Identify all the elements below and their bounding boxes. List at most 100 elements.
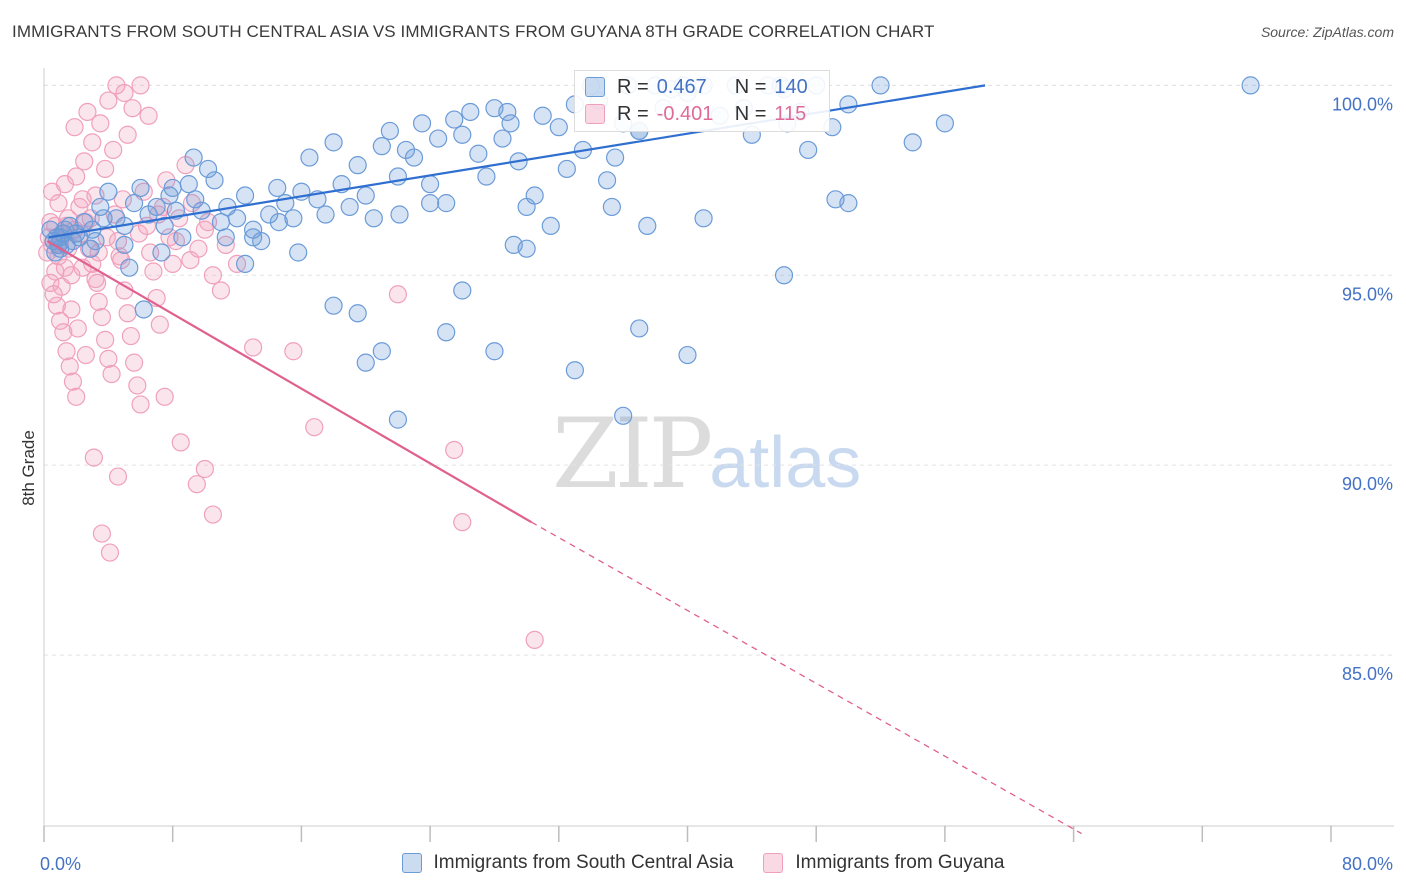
guyana-point <box>92 524 112 543</box>
tick-labels: 85.0% 90.0% 95.0% 100.0% 0.0% 80.0% <box>40 94 1393 874</box>
south-central-asia-point <box>340 197 359 217</box>
south-central-asia-point <box>485 342 504 361</box>
watermark: ZIPatlas <box>552 398 861 510</box>
guyana-point <box>67 387 86 406</box>
south-central-asia-point <box>284 209 303 228</box>
guyana-point <box>123 99 142 118</box>
south-central-asia-point <box>269 213 288 232</box>
series-guyana-points <box>38 76 544 649</box>
guyana-point <box>203 266 223 285</box>
watermark-zip: ZIP <box>552 398 713 510</box>
south-central-asia-point <box>541 216 560 236</box>
south-central-asia-point <box>461 102 480 122</box>
south-central-asia-point <box>260 205 279 224</box>
guyana-point <box>50 311 70 330</box>
guyana-point <box>100 543 120 562</box>
south-central-asia-point <box>147 197 166 217</box>
south-central-asia-point <box>99 182 118 201</box>
south-central-asia-point <box>372 137 391 156</box>
guyana-point <box>92 307 112 327</box>
guyana-point <box>128 376 147 395</box>
south-central-asia-point <box>614 406 633 425</box>
south-central-asia-point <box>839 95 858 114</box>
guyana-point <box>195 459 214 479</box>
guyana-point <box>244 338 263 357</box>
south-central-asia-point <box>124 194 144 213</box>
guyana-point <box>118 304 137 323</box>
guyana-point <box>121 326 140 346</box>
correlation-legend: R = 0.467 N = 140 R = -0.401 N = 115 <box>574 70 830 132</box>
south-central-asia-point <box>348 156 367 175</box>
trend-line-guyana-extension <box>531 521 1082 835</box>
south-central-asia-point <box>504 235 523 255</box>
guyana-point <box>187 475 206 494</box>
guyana-point <box>84 448 103 467</box>
guyana-point <box>87 273 107 292</box>
south-central-asia-point <box>235 186 255 205</box>
south-central-asia-point <box>91 197 110 217</box>
legend-row-blue: R = 0.467 N = 140 <box>585 74 808 100</box>
south-central-asia-point <box>131 178 150 198</box>
y-tick-label: 95.0% <box>1342 284 1393 304</box>
south-central-asia-point <box>364 209 383 228</box>
guyana-point <box>99 91 118 110</box>
legend-r-label: R = <box>617 102 649 125</box>
south-central-asia-point <box>216 228 235 247</box>
guyana-point <box>131 76 150 95</box>
south-central-asia-point <box>421 175 440 194</box>
south-central-asia-point <box>477 167 496 186</box>
guyana-point <box>108 467 128 486</box>
south-central-asia-point <box>694 209 713 228</box>
south-central-asia-point <box>184 148 203 167</box>
guyana-point <box>46 262 65 281</box>
south-central-asia-point <box>94 209 113 228</box>
guyana-point <box>525 630 544 649</box>
south-central-asia-point <box>606 148 625 167</box>
guyana-point <box>65 118 84 137</box>
guyana-point <box>52 277 71 296</box>
south-central-asia-point <box>871 76 890 95</box>
legend-swatch-pink <box>585 104 605 124</box>
series-legend: Immigrants from South Central Asia Immig… <box>0 852 1406 874</box>
south-central-asia-point <box>557 159 576 179</box>
south-central-asia-point <box>630 319 649 338</box>
south-central-asia-point <box>356 186 375 205</box>
south-central-asia-point <box>179 175 198 194</box>
south-central-asia-point <box>638 216 657 236</box>
south-central-asia-point <box>445 110 464 129</box>
south-central-asia-point <box>198 159 218 179</box>
x-tick-label: 80.0% <box>1342 854 1393 874</box>
guyana-point <box>78 102 97 122</box>
south-central-asia-point <box>437 194 456 213</box>
guyana-point <box>211 281 231 300</box>
south-central-asia-point <box>525 186 544 205</box>
south-central-asia-point <box>348 304 367 323</box>
south-central-asia-point <box>429 129 448 148</box>
guyana-point <box>96 159 115 179</box>
south-central-asia-point <box>404 148 424 167</box>
south-central-asia-point <box>268 178 287 198</box>
south-central-asia-point <box>356 353 375 372</box>
legend-item-south-central-asia: Immigrants from South Central Asia <box>401 852 733 874</box>
south-central-asia-point <box>498 102 517 122</box>
legend-n-value: 115 <box>774 102 807 125</box>
south-central-asia-point <box>152 243 171 262</box>
guyana-point <box>453 513 472 532</box>
guyana-point <box>157 171 176 190</box>
guyana-point <box>305 418 324 437</box>
south-central-asia-point <box>235 254 255 273</box>
south-central-asia-point <box>597 171 617 190</box>
x-tick-label: 0.0% <box>40 854 81 874</box>
y-tick-label: 100.0% <box>1332 94 1393 114</box>
guyana-point <box>55 175 75 194</box>
south-central-asia-point <box>390 205 409 224</box>
south-central-asia-point <box>81 239 100 258</box>
grid-lines <box>44 84 1394 656</box>
guyana-point <box>91 114 110 133</box>
guyana-point <box>388 285 408 304</box>
legend-item-guyana: Immigrants from Guyana <box>763 852 1004 874</box>
south-central-asia-point <box>549 118 568 137</box>
legend-label: Immigrants from Guyana <box>795 852 1005 873</box>
south-central-asia-point <box>316 205 335 224</box>
south-central-asia-point <box>244 228 263 247</box>
